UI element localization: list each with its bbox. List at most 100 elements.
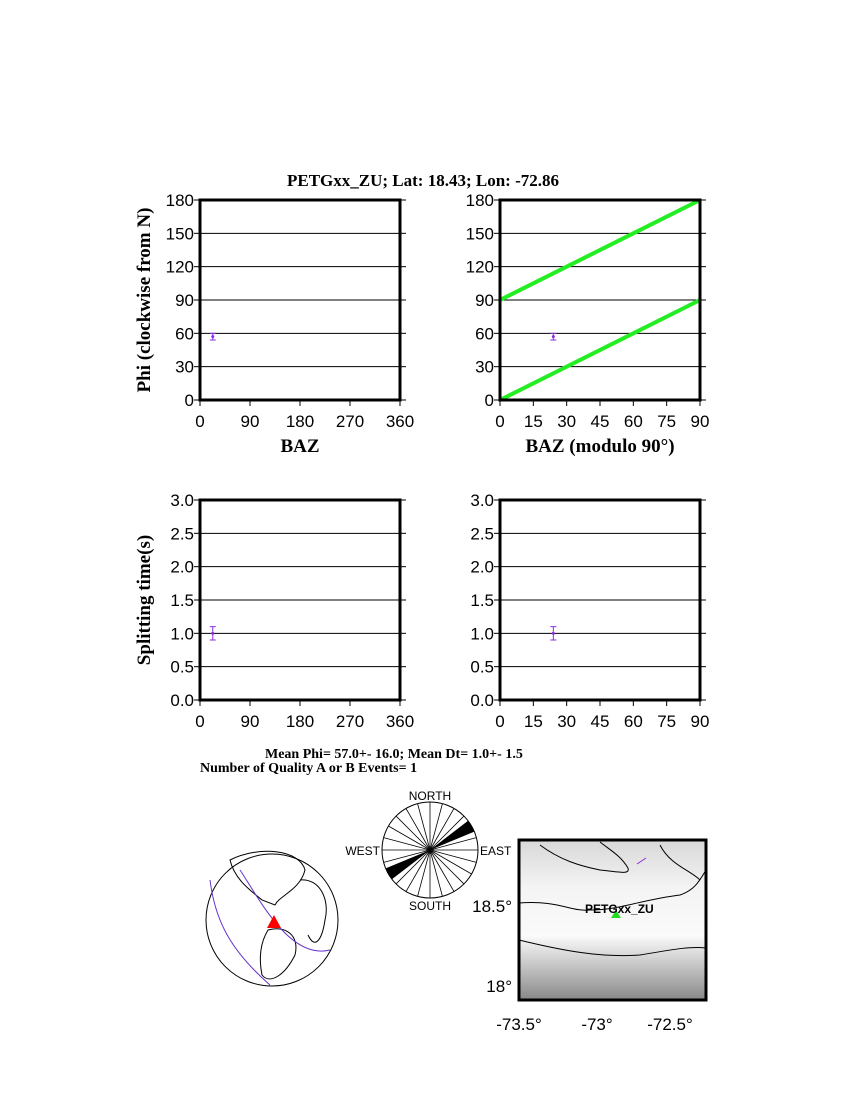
lon-tick-72.5: -72.5° [647, 1015, 693, 1034]
y-tick-label: 180 [166, 191, 194, 210]
rose-spoke [383, 837, 431, 851]
y-tick-label: 90 [175, 291, 194, 310]
x-tick-label: 75 [657, 712, 676, 731]
globe-map [205, 850, 339, 987]
rose-east-label: EAST [480, 844, 512, 858]
y-tick-label: 90 [475, 291, 494, 310]
rose-spoke [429, 849, 465, 885]
rose-spoke [429, 803, 443, 851]
x-tick-label: 90 [691, 412, 710, 431]
rose-spoke [405, 808, 431, 851]
rose-spoke [395, 849, 431, 885]
x-tick-label: 90 [241, 412, 260, 431]
data-point [551, 335, 555, 339]
x-tick-label: 15 [524, 412, 543, 431]
rose-spoke [429, 849, 472, 875]
map-frame [517, 838, 708, 1002]
rose-spoke [429, 849, 443, 897]
rose-spoke [429, 808, 455, 851]
station-marker-local [611, 910, 621, 918]
rose-spoke [417, 803, 431, 851]
y-tick-label: 1.0 [470, 624, 494, 643]
rose-spoke [388, 825, 431, 851]
rose-spoke [429, 849, 477, 863]
reference-line [499, 198, 701, 302]
x-tick-label: 270 [336, 412, 364, 431]
x-tick-label: 270 [336, 712, 364, 731]
y-tick-label: 3.0 [170, 491, 194, 510]
x-tick-label: 30 [557, 712, 576, 731]
rose-spoke [395, 815, 431, 851]
plot-frame [498, 498, 702, 702]
x-tick-label: 0 [495, 412, 504, 431]
x-tick-label: 90 [691, 712, 710, 731]
plot-frame [198, 498, 402, 702]
x-tick-label: 360 [386, 712, 414, 731]
station-marker-global [267, 915, 281, 928]
y-tick-label: 0.0 [170, 691, 194, 710]
x-tick-label: 0 [195, 412, 204, 431]
y-tick-label: 0.5 [170, 658, 194, 677]
x-tick-label: 90 [241, 712, 260, 731]
x-tick-label: 45 [591, 412, 610, 431]
x-tick-label: 60 [624, 412, 643, 431]
rose-filled-sector [430, 820, 475, 850]
y-tick-label: 60 [475, 324, 494, 343]
x-tick-label: 60 [624, 712, 643, 731]
summary-line-2: Number of Quality A or B Events= 1 [200, 761, 417, 776]
figure-title: PETGxx_ZU; Lat: 18.43; Lon: -72.86 [287, 171, 559, 190]
lat-tick-18: 18° [486, 977, 512, 996]
gonave-coast [539, 841, 701, 881]
y-tick-label: 0.5 [470, 658, 494, 677]
rose-spoke [417, 849, 431, 897]
rose-spoke [405, 849, 431, 892]
y-tick-label: 2.5 [170, 524, 194, 543]
y-tick-label: 3.0 [470, 491, 494, 510]
y-tick-label: 0.0 [470, 691, 494, 710]
rose-spoke [383, 849, 431, 863]
y-tick-label: 1.5 [470, 591, 494, 610]
x-tick-label: 0 [495, 712, 504, 731]
rose-north-label: NORTH [409, 789, 451, 803]
south-america-coast [259, 928, 297, 980]
x-tick-label: 360 [386, 412, 414, 431]
rose-south-label: SOUTH [409, 899, 451, 913]
africa-coast [299, 879, 327, 943]
station-label: PETGxx_ZU [585, 902, 654, 916]
rose-spoke [429, 815, 465, 851]
y-tick-label: 2.0 [470, 558, 494, 577]
y-tick-label: 60 [175, 324, 194, 343]
y-tick-label: 0 [485, 391, 494, 410]
y-tick-label: 120 [466, 258, 494, 277]
y-axis-label: Phi (clockwise from N) [134, 208, 155, 393]
rose-spoke [429, 849, 455, 892]
rose-spoke [429, 837, 477, 851]
y-tick-label: 180 [466, 191, 494, 210]
north-america-coast [229, 850, 306, 906]
x-axis-label: BAZ [280, 436, 319, 457]
y-tick-label: 120 [166, 258, 194, 277]
rose-filled-sector [385, 850, 430, 880]
data-point [211, 631, 215, 635]
y-tick-label: 0 [185, 391, 194, 410]
reference-line [499, 298, 701, 402]
x-tick-label: 75 [657, 412, 676, 431]
y-tick-label: 1.0 [170, 624, 194, 643]
lon-tick-73.5: -73.5° [496, 1015, 542, 1034]
fast-direction-bar [636, 857, 647, 865]
x-tick-label: 45 [591, 712, 610, 731]
data-point [551, 631, 555, 635]
x-tick-label: 15 [524, 712, 543, 731]
summary-line-1: Mean Phi= 57.0+- 16.0; Mean Dt= 1.0+- 1.… [265, 747, 523, 762]
y-tick-label: 30 [175, 358, 194, 377]
data-point [211, 335, 215, 339]
y-tick-label: 2.5 [470, 524, 494, 543]
y-tick-label: 150 [466, 224, 494, 243]
plot-frame [498, 198, 702, 402]
north-coast [518, 869, 707, 911]
south-coast [518, 939, 707, 957]
y-tick-label: 2.0 [170, 558, 194, 577]
x-axis-label: BAZ (modulo 90°) [525, 436, 674, 457]
